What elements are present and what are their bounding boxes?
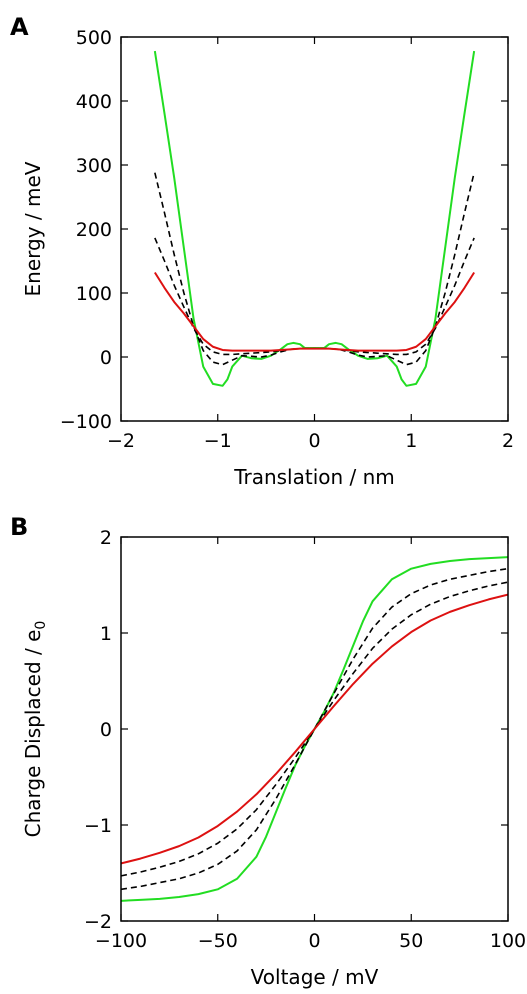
panel-b-series-1 xyxy=(121,567,508,891)
panel-a-frame xyxy=(120,36,509,422)
panel-a-plot-area xyxy=(153,50,476,387)
panel-b-xtick-label: 100 xyxy=(490,930,526,952)
panel-a: A −2 −1 0 1 2 −100 0 100 200 300 400 500 Translation … xyxy=(10,13,514,489)
panel-a-series-0 xyxy=(153,50,476,387)
panel-b-xtick-label: −100 xyxy=(95,930,147,952)
panel-b-xtick-label: −50 xyxy=(198,930,238,952)
panel-a-ylabel: Energy / meV xyxy=(21,161,45,296)
panel-b-ytick-label: 0 xyxy=(100,719,112,741)
panel-a-ytick-label: −100 xyxy=(60,411,112,433)
panel-a-ylabel-text: Energy / meV xyxy=(21,161,45,296)
panel-b-xtick-label: 0 xyxy=(308,930,320,952)
panel-a-ytick-label: 400 xyxy=(76,91,112,113)
panel-b-xlabel: Voltage / mV xyxy=(251,965,379,989)
panel-b-plot-area xyxy=(121,556,508,902)
panel-b-xtick-label: 50 xyxy=(399,930,423,952)
panel-a-ytick-label: 500 xyxy=(76,27,112,49)
panel-a-label: A xyxy=(10,13,29,41)
panel-b: B −100 −50 0 50 100 −2 −1 0 1 2 Voltage / mV Charge … xyxy=(10,513,526,989)
panel-a-ytick-label: 0 xyxy=(100,347,112,369)
panel-a-xtick-label: −2 xyxy=(107,430,135,452)
panel-a-ytick-label: 100 xyxy=(76,283,112,305)
panel-a-xtick-label: −1 xyxy=(204,430,232,452)
panel-a-xlabel: Translation / nm xyxy=(233,465,395,489)
panel-a-xtick-label: 0 xyxy=(308,430,320,452)
panel-a-ytick-label: 200 xyxy=(76,219,112,241)
panel-a-ytick-label: 300 xyxy=(76,155,112,177)
panel-b-ylabel: Charge Displaced / e0 xyxy=(21,621,49,838)
panel-b-ytick-label: −2 xyxy=(84,911,112,933)
panel-b-ytick-label: 2 xyxy=(100,527,112,549)
panel-b-ytick-label: 1 xyxy=(100,623,112,645)
panel-b-ytick-label: −1 xyxy=(84,815,112,837)
panel-a-series-1 xyxy=(154,172,475,366)
panel-b-label: B xyxy=(10,513,28,541)
panel-a-xtick-label: 2 xyxy=(502,430,514,452)
panel-b-ylabel-subscript: 0 xyxy=(33,621,49,630)
panel-a-series-3 xyxy=(154,271,475,352)
panel-b-series-3 xyxy=(121,593,508,865)
panel-b-ylabel-text: Charge Displaced / e xyxy=(21,630,45,838)
panel-a-xtick-label: 1 xyxy=(405,430,417,452)
